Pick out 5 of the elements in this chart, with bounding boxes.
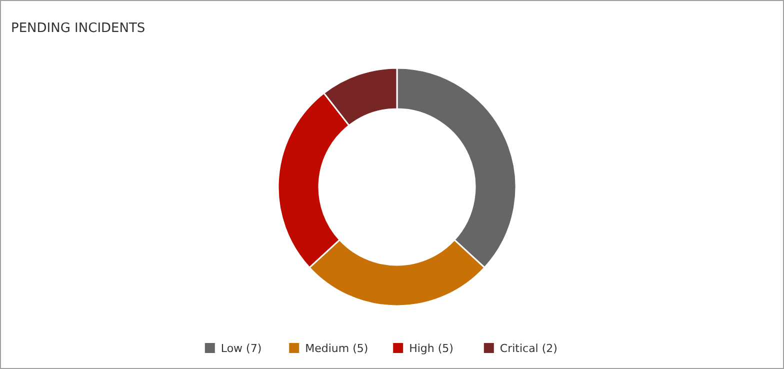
legend-label: Critical (2) bbox=[500, 342, 558, 355]
legend-label: Medium (5) bbox=[305, 342, 368, 355]
legend-label: High (5) bbox=[409, 342, 454, 355]
text: PENDING INCIDENTS bbox=[11, 21, 146, 36]
legend-label: Low (7) bbox=[220, 342, 262, 355]
